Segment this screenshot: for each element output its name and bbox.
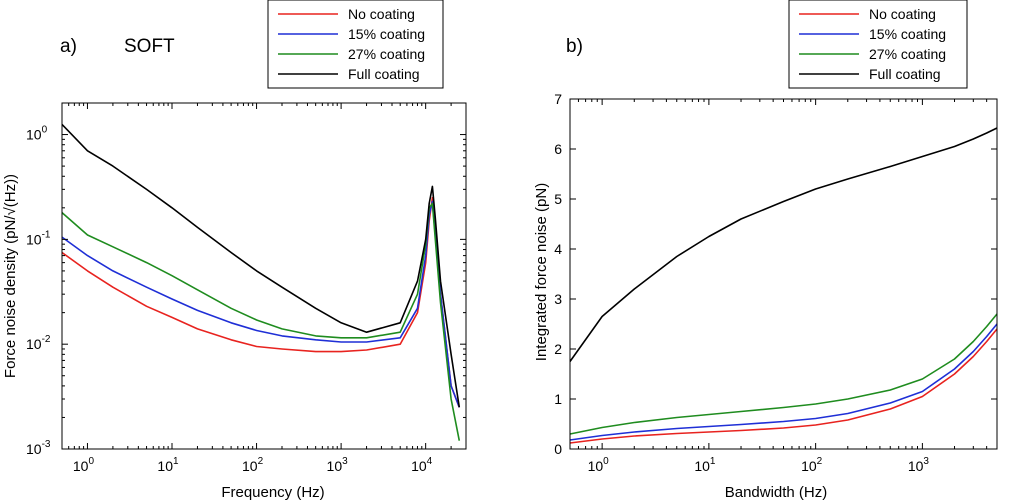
panel-b-line-no-coating: [569, 328, 998, 444]
panel-b-xtick-label: 100: [588, 456, 610, 474]
panel-b: b) Bandwidth (Hz) Integrated force noise…: [533, 0, 998, 501]
panel-b-xtick-label: 101: [694, 456, 716, 474]
panel-a-xtick-label: 104: [411, 456, 433, 474]
panel-a-xtick-label: 101: [157, 456, 179, 474]
panel-b-ytick-label: 0: [554, 441, 562, 457]
panel-a-ytick-label: 10-2: [26, 334, 51, 352]
panel-a-line-27-coating: [61, 202, 461, 441]
panel-a-title: SOFT: [124, 36, 175, 57]
panel-b-xlabel: Bandwidth (Hz): [725, 484, 828, 501]
panel-b-line-15-coating: [569, 323, 998, 441]
panel-a-ylabel: Force noise density (pN/√(Hz)): [2, 174, 19, 378]
panel-b-ytick-label: 4: [554, 241, 562, 257]
panel-a-ytick-label: 10-3: [26, 439, 51, 457]
panel-b-ticks: 100 101 102 103 0 1 2 3 4 5 6 7: [554, 91, 998, 474]
panel-a-xtick-label: 100: [73, 456, 95, 474]
panel-a-axes-frame: [61, 102, 467, 450]
panel-b-line-full-coating: [569, 127, 998, 362]
panel-b-ytick-label: 6: [554, 141, 562, 157]
panel-a-ytick-label: 100: [26, 125, 48, 143]
panel-b-legend-entry: No coating: [869, 6, 936, 22]
panel-b-legend-entry: 27% coating: [869, 46, 946, 62]
panel-a-legend-entry: 27% coating: [348, 46, 425, 62]
panel-a-xtick-label: 103: [327, 456, 349, 474]
panel-b-legend-entry: Full coating: [869, 66, 941, 82]
panel-a-xtick-label: 102: [242, 456, 264, 474]
panel-b-ytick-label: 2: [554, 341, 562, 357]
panel-a-legend-entry: 15% coating: [348, 26, 425, 42]
panel-b-ytick-label: 7: [554, 91, 562, 107]
panel-b-legend-entry: 15% coating: [869, 26, 946, 42]
panel-b-ytick-label: 5: [554, 191, 562, 207]
panel-b-axes-frame: [569, 98, 998, 450]
panel-a-line-no-coating: [61, 196, 461, 408]
panel-b-series-group: [569, 127, 998, 444]
panel-a-ytick-label: 10-1: [26, 229, 51, 247]
panel-b-xtick-label: 102: [801, 456, 823, 474]
panel-b-xtick-label: 103: [908, 456, 930, 474]
panel-a-xlabel: Frequency (Hz): [221, 484, 324, 501]
panel-a-line-15-coating: [61, 200, 461, 408]
panel-a-legend-entry: Full coating: [348, 66, 420, 82]
panel-a: a) SOFT Frequency (Hz) Force noise densi…: [2, 0, 467, 501]
panel-a-series-group: [61, 123, 461, 441]
panel-a-legend: No coating 15% coating 27% coating Full coa…: [267, 0, 444, 89]
panel-b-label: b): [566, 36, 583, 57]
panel-b-ytick-label: 3: [554, 291, 562, 307]
panel-b-legend: No coating 15% coating 27% coating Full coa…: [788, 0, 968, 89]
panel-a-label: a): [60, 36, 77, 57]
panel-a-line-full-coating: [61, 123, 461, 408]
panel-b-ytick-label: 1: [554, 391, 562, 407]
panel-a-ticks: 100 101 102 103 104 10-3 10-2 10-1 100: [26, 102, 467, 474]
panel-a-legend-entry: No coating: [348, 6, 415, 22]
panel-b-ylabel: Integrated force noise (pN): [533, 183, 550, 361]
panel-b-line-27-coating: [569, 313, 998, 435]
